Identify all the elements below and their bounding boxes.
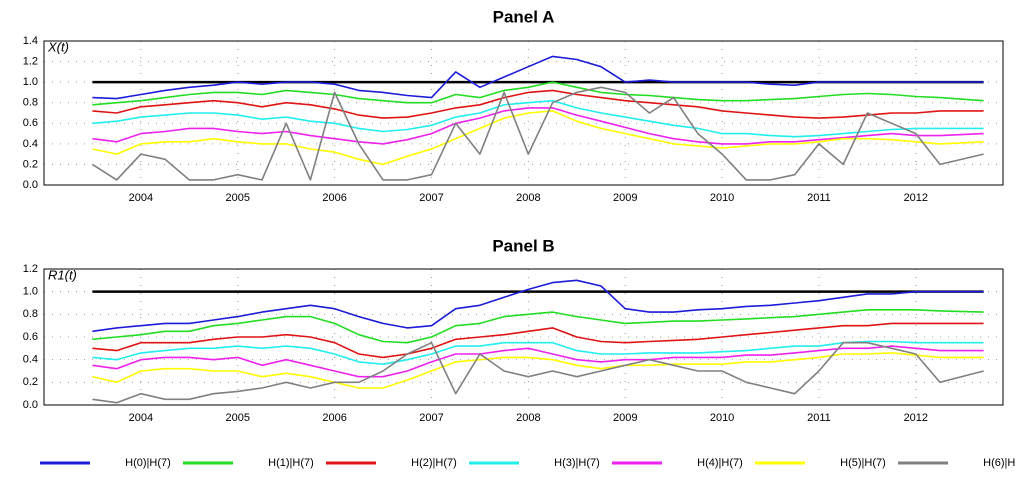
legend-label: H(1)|H(7) (268, 457, 314, 469)
legend-label: H(2)|H(7) (411, 457, 457, 469)
y-tick-label: 0.0 (23, 179, 38, 191)
y-tick-label: 1.4 (23, 35, 38, 47)
series-line (92, 107, 984, 145)
x-tick-label: 2012 (904, 412, 928, 424)
y-tick-label: 0.0 (23, 399, 38, 411)
x-tick-label: 2011 (807, 192, 831, 204)
series-line (92, 55, 984, 100)
legend-label: H(4)|H(7) (697, 457, 743, 469)
x-tick-label: 2006 (322, 192, 346, 204)
y-tick-label: 1.2 (23, 55, 38, 67)
y-tick-label: 0.2 (23, 376, 38, 388)
series-line (92, 340, 984, 365)
y-tick-label: 1.0 (23, 286, 38, 298)
x-tick-label: 2008 (516, 192, 540, 204)
x-tick-label: 2004 (129, 192, 153, 204)
series-line (92, 99, 984, 138)
y-tick-label: 0.6 (23, 117, 38, 129)
legend-label: H(6)|H(7) (983, 457, 1016, 469)
x-tick-label: 2007 (419, 192, 443, 204)
series-line (92, 309, 984, 344)
series-line (92, 81, 984, 106)
y-tick-label: 0.4 (23, 138, 38, 150)
panel-title: Panel A (493, 7, 555, 26)
series-line (92, 279, 984, 333)
legend-label: H(5)|H(7) (840, 457, 886, 469)
y-tick-label: 0.4 (23, 354, 38, 366)
x-tick-label: 2007 (419, 412, 443, 424)
y-tick-label: 0.6 (23, 331, 38, 343)
legend-label: H(0)|H(7) (125, 457, 171, 469)
x-tick-label: 2008 (516, 412, 540, 424)
y-tick-label: 1.0 (23, 76, 38, 88)
series-line (92, 345, 984, 378)
plot-frame (43, 40, 1004, 186)
series-line (92, 341, 984, 404)
series-line (92, 352, 984, 389)
plot-frame (43, 268, 1004, 406)
y-tick-label: 0.8 (23, 97, 38, 109)
series-line (92, 110, 984, 166)
x-tick-label: 2009 (613, 192, 637, 204)
x-tick-label: 2006 (322, 412, 346, 424)
y-tick-label: 0.8 (23, 308, 38, 320)
x-tick-label: 2010 (710, 412, 734, 424)
x-tick-label: 2004 (129, 412, 153, 424)
x-tick-label: 2011 (807, 412, 831, 424)
x-tick-label: 2005 (225, 192, 249, 204)
legend-label: H(3)|H(7) (554, 457, 600, 469)
y-tick-label: 0.2 (23, 158, 38, 170)
x-tick-label: 2012 (904, 192, 928, 204)
x-tick-label: 2005 (225, 412, 249, 424)
series-line (91, 86, 984, 181)
x-tick-label: 2010 (710, 192, 734, 204)
series-line (92, 89, 984, 119)
series-line (92, 322, 984, 359)
x-tick-label: 2009 (613, 412, 637, 424)
y-axis-label: X(t) (47, 39, 69, 54)
y-axis-label: R1(t) (48, 267, 77, 282)
y-tick-label: 1.2 (23, 263, 38, 275)
panel-title: Panel B (492, 236, 554, 255)
